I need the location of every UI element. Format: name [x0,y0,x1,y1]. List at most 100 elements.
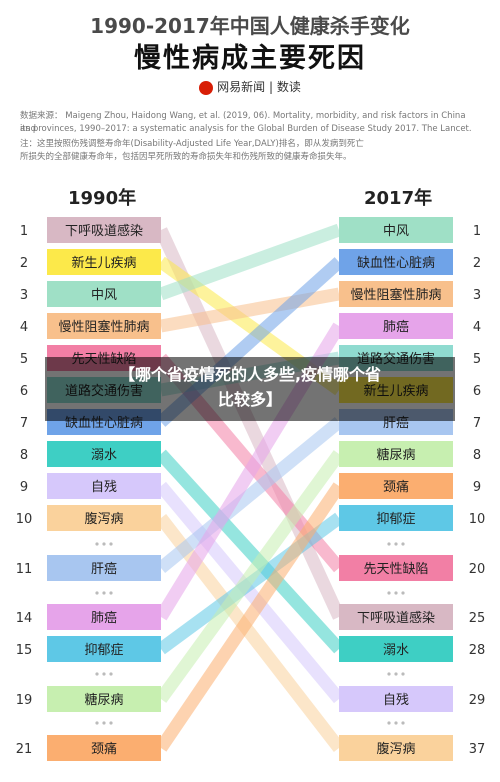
right-rank-label: 1 [473,224,481,239]
left-rank-label: 10 [16,512,33,527]
right-bar-label: 肺癌 [383,319,409,335]
ellipsis-dot [401,542,405,546]
right-bar-label: 自残 [383,693,409,708]
source-note-line-1: 数据来源： Maigeng Zhou, Haidong Wang, et al.… [20,111,466,134]
ellipsis-dot [109,721,113,725]
right-bar-label: 先天性缺陷 [363,562,428,577]
left-bar [47,281,161,307]
left-bar-label: 肺癌 [91,610,117,626]
right-rank-label: 3 [473,288,481,303]
brand: 网易新闻 | 数读 [0,78,500,95]
left-bar [47,217,161,243]
left-bar [47,249,161,275]
right-rank-label: 28 [469,643,486,658]
connector-line [155,450,345,703]
right-rank-label: 5 [473,352,481,367]
right-bar-label: 糖尿病 [376,447,415,463]
left-bar-label: 中风 [91,288,117,303]
left-bar-label: 下呼吸道感染 [65,223,143,239]
right-bar [339,473,453,499]
left-rank-label: 5 [20,352,28,367]
overlay-line-1: 【哪个省疫情死的人多些,疫情哪个省 [118,365,382,384]
chart-title: 1990-2017年中国人健康杀手变化 [90,14,410,38]
left-bar-label: 抑郁症 [84,643,123,658]
right-rank-label: 2 [473,256,481,271]
right-rank-label: 8 [473,448,481,463]
right-rank-label: 37 [469,742,486,757]
left-bar [47,473,161,499]
ellipsis-dot [102,721,106,725]
right-rank-label: 20 [469,562,486,577]
ellipsis-dot [95,591,99,595]
right-bar [339,555,453,581]
right-year-label: 2017年 [364,188,433,209]
ellipsis-dot [394,591,398,595]
overlay-banner [45,357,455,421]
right-bar [339,505,453,531]
connector-line [156,481,344,704]
right-bar-label: 抑郁症 [376,512,415,527]
left-rank-label: 14 [16,611,33,626]
ellipsis-dot [401,591,405,595]
left-rank-label: 3 [20,288,28,303]
ellipsis-dot [394,672,398,676]
right-bar-label: 溺水 [383,643,409,658]
left-bar-label: 颈痛 [91,741,117,757]
left-bar-label: 糖尿病 [84,692,123,708]
right-bar-label: 下呼吸道感染 [357,610,435,626]
ellipsis-dot [394,542,398,546]
left-bar-label: 溺水 [91,448,117,463]
right-rank-label: 10 [469,512,486,527]
netease-logo-icon [199,80,214,95]
ellipsis-dot [95,542,99,546]
left-rank-label: 2 [20,256,28,271]
ellipsis-dot [401,672,405,676]
left-bar [47,505,161,531]
right-bar [339,313,453,339]
right-rank-label: 9 [473,480,481,495]
left-bar [47,441,161,467]
left-bar [47,313,161,339]
left-bar-label: 慢性阻塞性肺病 [58,319,149,335]
right-bar-label: 腹泻病 [376,741,415,757]
ellipsis-dot [401,721,405,725]
right-rank-label: 4 [473,320,481,335]
connector-line [158,223,342,301]
source-note-line-4: 所损失的全部健康寿命年，包括因早死所致的寿命损失年和伤残所致的健康寿命损失年。 [20,152,352,162]
right-bar-label: 慢性阻塞性肺病 [350,287,441,303]
right-rank-label: 25 [469,611,486,626]
left-bar [47,686,161,712]
overlay-caption: 【哪个省疫情死的人多些,疫情哪个省 比较多】 [50,362,450,412]
right-bar [339,636,453,662]
right-bar-label: 颈痛 [383,479,409,495]
left-bar [47,604,161,630]
right-bar [339,686,453,712]
brand-label: 网易新闻 | 数读 [217,80,301,94]
right-bar [339,249,453,275]
left-rank-label: 19 [16,693,33,708]
left-bar-label: 肝癌 [91,561,117,577]
ellipsis-dot [394,721,398,725]
left-rank-label: 9 [20,480,28,495]
left-bar-label: 自残 [91,480,117,495]
connector-lines [155,223,345,752]
ellipsis-dot [387,542,391,546]
left-bar-label: 新生儿疾病 [71,255,136,271]
ellipsis-dot [109,542,113,546]
left-bar [47,555,161,581]
ellipsis-dot [109,591,113,595]
ellipsis-dot [387,672,391,676]
left-rank-label: 7 [20,416,28,431]
left-rank-label: 1 [20,224,28,239]
connector-line [155,227,345,620]
right-bar [339,217,453,243]
left-rank-label: 4 [20,320,28,335]
source-note-line-2: its provinces, 1990–2017: a systematic a… [20,124,472,134]
left-rank-label: 6 [20,384,28,399]
right-bar [339,735,453,761]
right-bar-label: 缺血性心脏病 [357,256,435,271]
right-bar [339,604,453,630]
connector-line [159,287,341,333]
ellipsis-dot [102,542,106,546]
ellipsis-dot [109,672,113,676]
